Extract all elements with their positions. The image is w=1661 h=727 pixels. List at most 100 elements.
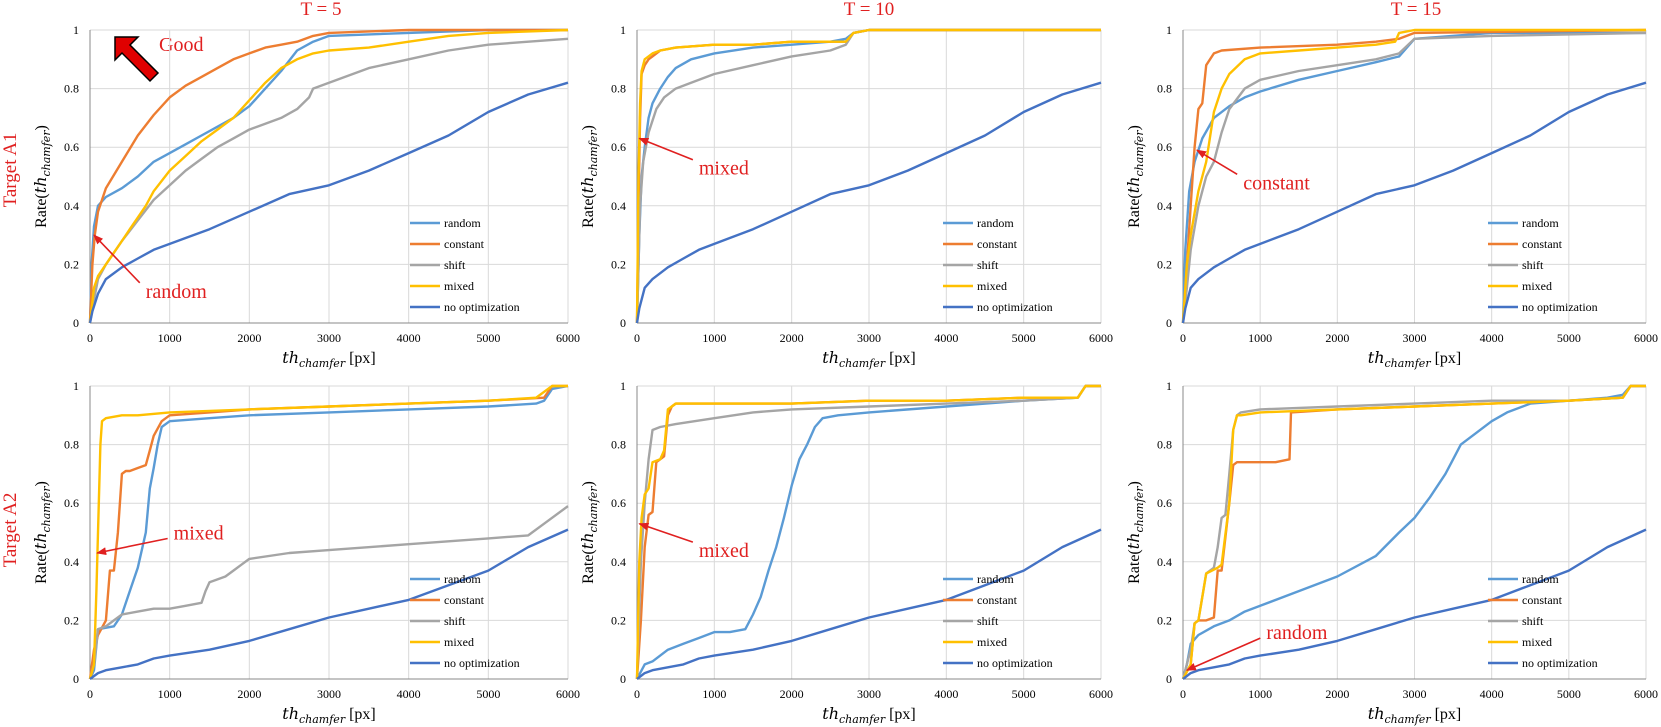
x-tick-label: 1000 (1248, 331, 1272, 345)
y-tick-label: 0.4 (611, 555, 626, 569)
annotation-arrow (638, 137, 694, 161)
x-axis-label-sub: chamfer (839, 357, 886, 370)
legend: random constant shift mixed no optimization (943, 572, 1053, 670)
y-axis-label-post: ) (580, 481, 597, 486)
series-line-mixed (635, 28, 1101, 324)
x-axis-label: thchamfer [px] (282, 704, 375, 726)
y-axis-label: Rate(thchamfer) (1124, 125, 1146, 228)
series-line-no-optimization (1181, 81, 1647, 324)
y-tick-label: 0.2 (64, 613, 79, 627)
x-tick-label: 3000 (317, 687, 341, 701)
y-axis-label: Rate(thchamfer) (31, 481, 53, 584)
x-axis-label-unit: [px] (1431, 706, 1462, 723)
legend: random constant shift mixed no optimization (1488, 216, 1598, 314)
y-axis-label-post: ) (1126, 481, 1143, 486)
x-tick-label: 3000 (1403, 687, 1427, 701)
series-line-constant (88, 28, 568, 324)
series-line-shift (1181, 31, 1647, 324)
series-line-no-optimization (636, 528, 1102, 680)
series-line-mixed (88, 28, 569, 324)
x-axis-label: thchamfer [px] (822, 348, 915, 370)
y-tick-label: 0 (73, 316, 79, 330)
x-tick-label: 6000 (1089, 687, 1113, 701)
x-axis-label-main: th (1368, 704, 1385, 723)
legend-label-random: random (1522, 572, 1559, 586)
x-tick-label: 6000 (1634, 331, 1658, 345)
y-tick-label: 0.4 (1157, 555, 1172, 569)
y-axis-label-pre: Rate( (580, 193, 597, 228)
x-tick-label: 6000 (556, 687, 580, 701)
x-axis-label-unit: [px] (345, 350, 376, 367)
x-tick-label: 4000 (934, 687, 958, 701)
y-axis-label-main: th (1124, 177, 1143, 194)
legend-label-mixed: mixed (1522, 279, 1552, 293)
legend-label-constant: constant (1522, 593, 1563, 607)
y-tick-label: 0.8 (611, 438, 626, 452)
y-axis-label-pre: Rate( (33, 193, 50, 228)
series-line-shift (635, 384, 1101, 680)
x-axis-label-unit: [px] (885, 706, 916, 723)
y-tick-label: 1 (620, 379, 626, 393)
legend-label-random: random (1522, 216, 1559, 230)
x-tick-label: 5000 (476, 687, 500, 701)
legend-label-no-optimization: no optimization (1522, 656, 1598, 670)
y-axis-label-sub: chamfer (587, 486, 600, 533)
series-line-no-optimization (635, 81, 1102, 324)
x-tick-label: 1000 (158, 687, 182, 701)
y-tick-label: 0.2 (1157, 257, 1172, 271)
y-tick-label: 0.8 (64, 438, 79, 452)
y-tick-label: 0 (1166, 672, 1172, 686)
row-title-target-a1: Target A1 (0, 133, 21, 208)
y-axis-label-post: ) (33, 481, 50, 486)
annotation-label: mixed (699, 540, 749, 562)
y-tick-label: 0.6 (64, 496, 79, 510)
annotation-label: mixed (174, 523, 224, 545)
legend-label-mixed: mixed (977, 635, 1007, 649)
y-axis-label: Rate(thchamfer) (31, 125, 53, 228)
y-axis-label: Rate(thchamfer) (578, 125, 600, 228)
legend-label-random: random (444, 572, 481, 586)
x-tick-label: 2000 (780, 331, 804, 345)
series-line-shift (88, 505, 569, 680)
x-axis-label-unit: [px] (885, 350, 916, 367)
y-axis-label: Rate(thchamfer) (1124, 481, 1146, 584)
legend-label-random: random (444, 216, 481, 230)
y-tick-label: 0.8 (64, 82, 79, 96)
legend-label-shift: shift (444, 258, 466, 272)
annotation-label: random (146, 281, 208, 303)
x-tick-label: 3000 (857, 331, 881, 345)
x-tick-label: 2000 (237, 331, 261, 345)
x-axis-label-unit: [px] (345, 706, 376, 723)
x-tick-label: 3000 (857, 687, 881, 701)
y-axis-label-pre: Rate( (1126, 193, 1143, 228)
x-tick-label: 2000 (237, 687, 261, 701)
y-axis-label-sub: chamfer (40, 486, 53, 533)
y-tick-label: 0 (620, 316, 626, 330)
legend-label-shift: shift (977, 258, 999, 272)
y-tick-label: 0.4 (1157, 199, 1172, 213)
annotation-arrow (638, 522, 694, 543)
legend-label-shift: shift (444, 614, 466, 628)
annotation-label: mixed (699, 158, 749, 180)
x-axis-label: thchamfer [px] (282, 348, 375, 370)
column-title-t10: T = 10 (844, 0, 894, 20)
chart-panel-a1-t5: 0 1000 2000 3000 4000 5000 6000 0 0.2 0.4 0.6 0.8 1 t… (31, 23, 580, 370)
y-axis-label-pre: Rate( (33, 549, 50, 584)
y-tick-label: 0.6 (64, 140, 79, 154)
legend-label-constant: constant (977, 237, 1018, 251)
chart-panel-a2-t10: 0 1000 2000 3000 4000 5000 6000 0 0.2 0.4 0.6 0.8 1 t… (578, 379, 1113, 726)
y-axis-label-main: th (578, 177, 597, 194)
y-axis-label-post: ) (1126, 125, 1143, 130)
legend-label-constant: constant (1522, 237, 1563, 251)
y-tick-label: 1 (73, 23, 79, 37)
x-tick-label: 1000 (702, 687, 726, 701)
y-tick-label: 0.8 (1157, 438, 1172, 452)
row-title-target-a2: Target A2 (0, 493, 21, 568)
y-tick-label: 1 (73, 379, 79, 393)
panels: 0 1000 2000 3000 4000 5000 6000 0 0.2 0.4 0.6 0.8 1 t… (31, 23, 1658, 726)
y-tick-label: 0 (1166, 316, 1172, 330)
y-axis-label-post: ) (580, 125, 597, 130)
legend-label-no-optimization: no optimization (977, 300, 1053, 314)
y-tick-label: 0.2 (1157, 613, 1172, 627)
y-axis-label-sub: chamfer (587, 130, 600, 177)
